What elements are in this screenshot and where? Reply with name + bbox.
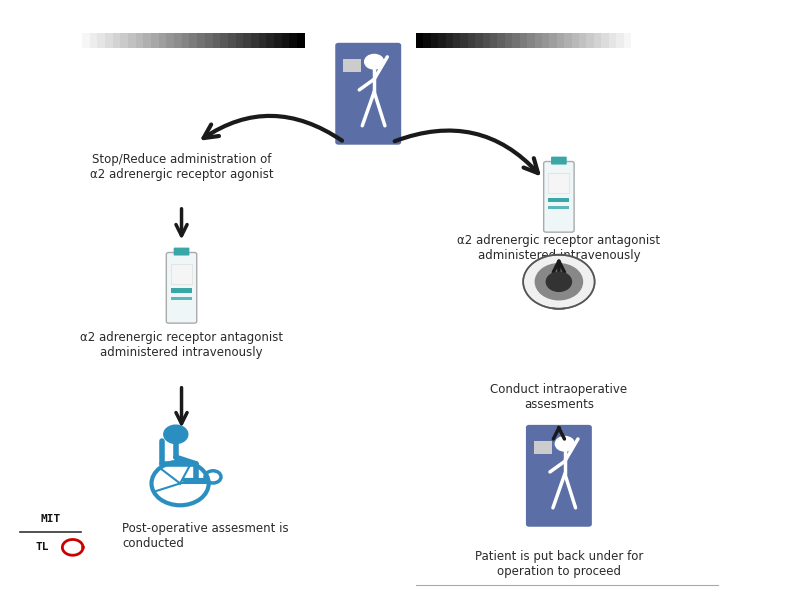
Bar <box>297 33 305 48</box>
Bar <box>438 33 446 48</box>
FancyBboxPatch shape <box>551 157 566 165</box>
Text: Stop/Reduce administration of
α2 adrenergic receptor agonist: Stop/Reduce administration of α2 adrener… <box>90 152 274 181</box>
Text: α2 adrenergic receptor antagonist
administered intravenously: α2 adrenergic receptor antagonist admini… <box>80 332 283 359</box>
Bar <box>251 33 258 48</box>
Bar <box>594 33 602 48</box>
Bar <box>143 33 151 48</box>
Bar <box>197 33 205 48</box>
Bar <box>151 33 158 48</box>
Bar <box>505 33 512 48</box>
Bar <box>205 33 213 48</box>
Bar <box>113 33 120 48</box>
Bar <box>549 173 570 193</box>
Bar <box>482 33 490 48</box>
Bar <box>460 33 468 48</box>
Bar <box>213 33 220 48</box>
Bar <box>571 33 579 48</box>
Circle shape <box>555 436 574 451</box>
Bar <box>534 33 542 48</box>
Bar <box>534 441 552 455</box>
Bar <box>120 33 128 48</box>
Bar <box>98 33 105 48</box>
Bar <box>416 33 423 48</box>
Bar <box>557 33 564 48</box>
Ellipse shape <box>523 255 594 309</box>
Bar <box>158 33 166 48</box>
Bar <box>602 33 609 48</box>
Bar <box>258 33 266 48</box>
Bar <box>282 33 290 48</box>
Bar <box>82 33 90 48</box>
Bar <box>182 33 190 48</box>
Bar <box>564 33 571 48</box>
FancyBboxPatch shape <box>166 253 197 323</box>
Bar <box>74 33 82 48</box>
FancyBboxPatch shape <box>544 162 574 232</box>
Circle shape <box>546 272 571 291</box>
Bar <box>542 33 550 48</box>
Bar <box>453 33 460 48</box>
Bar <box>468 33 475 48</box>
Bar <box>171 288 192 293</box>
Bar <box>498 33 505 48</box>
Circle shape <box>365 54 384 69</box>
FancyBboxPatch shape <box>335 43 401 144</box>
Text: MIT: MIT <box>40 515 61 524</box>
Bar <box>550 33 557 48</box>
Circle shape <box>535 264 582 300</box>
Bar <box>423 33 430 48</box>
Bar <box>549 206 570 209</box>
Bar <box>228 33 235 48</box>
Bar <box>520 33 527 48</box>
Text: Conduct intraoperative
assesments: Conduct intraoperative assesments <box>490 383 627 411</box>
Bar <box>623 33 631 48</box>
Bar <box>166 33 174 48</box>
Bar <box>512 33 520 48</box>
Bar <box>105 33 113 48</box>
Bar <box>527 33 534 48</box>
Bar <box>290 33 297 48</box>
Text: α2 adrenergic receptor antagonist
administered intravenously: α2 adrenergic receptor antagonist admini… <box>458 234 661 263</box>
Bar <box>90 33 98 48</box>
Bar <box>609 33 616 48</box>
Bar <box>266 33 274 48</box>
Circle shape <box>164 425 188 444</box>
Bar <box>220 33 228 48</box>
Bar <box>549 198 570 202</box>
Bar <box>490 33 498 48</box>
Bar <box>475 33 482 48</box>
FancyBboxPatch shape <box>174 248 190 256</box>
FancyBboxPatch shape <box>526 425 592 527</box>
Bar <box>579 33 586 48</box>
Bar <box>446 33 453 48</box>
Bar <box>190 33 197 48</box>
Bar <box>343 59 361 72</box>
Bar <box>174 33 182 48</box>
Bar <box>586 33 594 48</box>
Text: TL: TL <box>36 542 50 553</box>
Bar <box>171 297 192 300</box>
Text: Post-operative assesment is
conducted: Post-operative assesment is conducted <box>122 523 289 550</box>
Text: Patient is put back under for
operation to proceed: Patient is put back under for operation … <box>474 550 643 578</box>
Bar <box>171 264 192 285</box>
Bar <box>274 33 282 48</box>
Bar <box>128 33 136 48</box>
Bar <box>616 33 623 48</box>
Bar <box>136 33 143 48</box>
Bar <box>631 33 638 48</box>
Bar <box>430 33 438 48</box>
Bar <box>243 33 251 48</box>
Bar <box>235 33 243 48</box>
